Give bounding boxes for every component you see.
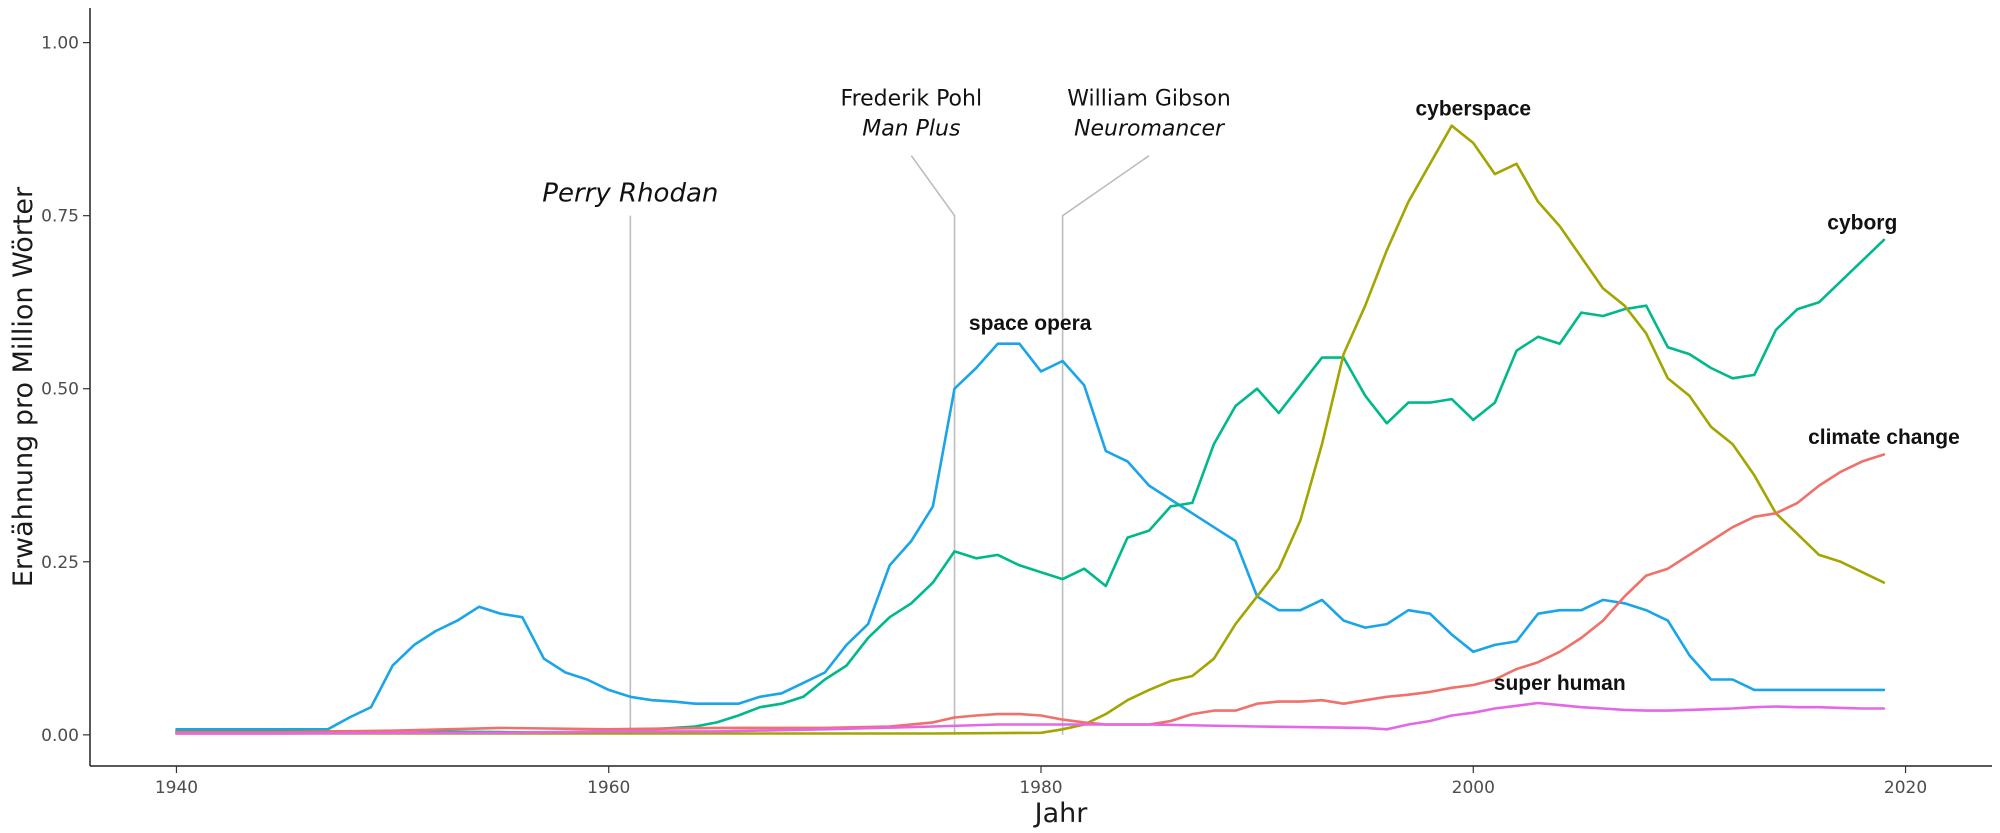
annotation-title: Perry Rhodan — [542, 179, 718, 209]
annotation-leader-line — [910, 155, 956, 735]
series-labels: space opera cyborg cyberspace climate chang… — [969, 97, 1960, 695]
series-label: cyborg — [1827, 212, 1897, 235]
x-tick-label: 2000 — [1452, 778, 1495, 798]
series-label: climate change — [1808, 426, 1960, 449]
y-tick-label: 0.50 — [41, 380, 79, 400]
x-tick-label: 1980 — [1019, 778, 1062, 798]
series-label: space opera — [969, 312, 1092, 335]
series-label: cyberspace — [1415, 97, 1531, 120]
annotation-title: Neuromancer — [1074, 117, 1226, 142]
x-tick-label: 1960 — [587, 778, 630, 798]
series-label: super human — [1494, 672, 1626, 695]
annotation-author: William Gibson — [1067, 87, 1231, 112]
annotation: Frederik Pohl Man Plus — [841, 87, 983, 735]
y-axis-title: Erwähnung pro Million Wörter — [8, 186, 39, 587]
series-line-space-opera — [175, 342, 1886, 731]
series-lines — [175, 124, 1886, 735]
x-tick-label: 2020 — [1884, 778, 1927, 798]
y-tick-label: 0.75 — [41, 207, 79, 227]
y-tick-label: 1.00 — [41, 34, 79, 54]
annotation: William Gibson Neuromancer — [1061, 87, 1231, 735]
y-tick-label: 0.25 — [41, 553, 79, 573]
y-tick-label: 0.00 — [41, 726, 79, 746]
series-line-cyberspace — [175, 124, 1886, 735]
series-line-super-human — [175, 701, 1886, 735]
x-tick-label: 1940 — [155, 778, 198, 798]
series-line-climate-change — [175, 453, 1886, 734]
annotation: Perry Rhodan — [542, 179, 718, 735]
annotation-title: Man Plus — [862, 117, 960, 142]
series-line-cyborg — [175, 238, 1886, 735]
annotation-author: Frederik Pohl — [841, 87, 983, 112]
axes: 1940 1960 1980 2000 2020 0.00 0.25 0.50 0.75 1.00 — [41, 8, 1992, 798]
annotations: Perry Rhodan Frederik Pohl Man Plus William… — [542, 87, 1231, 735]
annotation-leader-line — [1061, 155, 1150, 735]
x-axis-title: Jahr — [1033, 798, 1089, 829]
